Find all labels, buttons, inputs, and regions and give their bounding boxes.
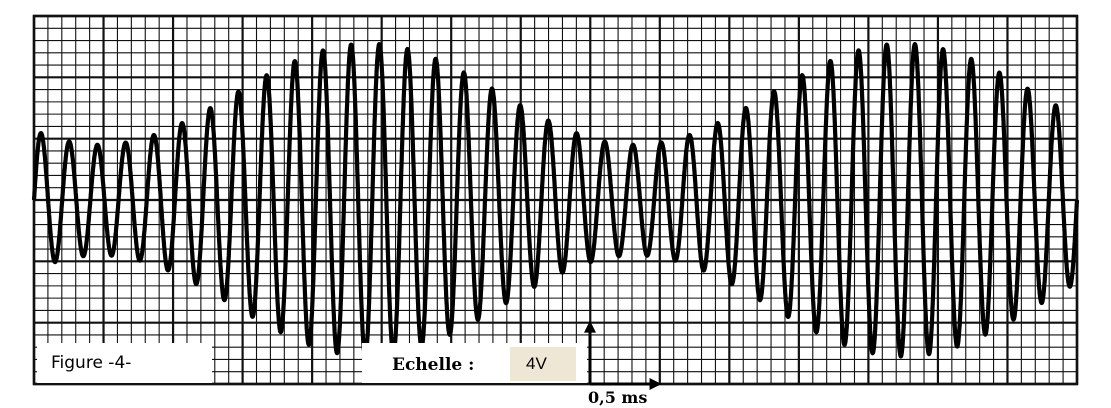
signal-trace-layer [31,41,1080,359]
scale-label: Echelle : [392,355,475,375]
scale-markers [584,320,662,390]
signal-trace [31,41,1080,359]
horizontal-scale-arrowhead [649,378,662,390]
scale-box: Echelle : 4V [362,343,587,383]
horizontal-scale-value: 0,5 ms [588,388,648,407]
figure-label: Figure -4- [37,343,212,383]
vertical-scale-value: 4V [510,347,576,381]
vertical-scale-arrowhead [584,320,596,333]
